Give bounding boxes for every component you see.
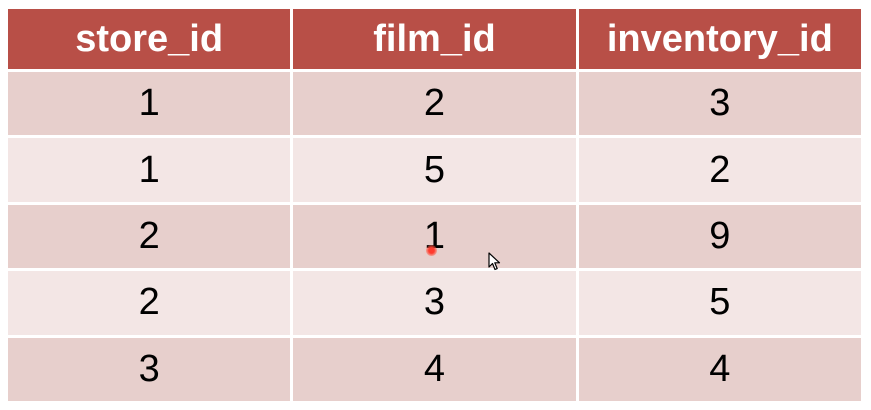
table-cell-inventory-id: 9	[578, 204, 861, 269]
table-cell-film-id: 3	[293, 271, 576, 335]
table-cell-store-id: 1	[8, 72, 291, 136]
table-header-row: store_id film_id inventory_id	[8, 9, 861, 69]
data-table: store_id film_id inventory_id 1 2 3 1 5 …	[5, 6, 864, 404]
column-header-inventory-id: inventory_id	[578, 9, 861, 69]
table-cell-film-id: 2	[293, 72, 576, 136]
table-row: 2 1 9	[8, 204, 861, 269]
table-cell-film-id: 5	[293, 138, 576, 202]
table-row: 1 2 3	[8, 72, 861, 136]
table-row: 3 4 4	[8, 337, 861, 401]
table-cell-inventory-id: 5	[578, 271, 861, 335]
table-cell-store-id: 3	[8, 337, 291, 401]
table-row: 1 5 2	[8, 138, 861, 202]
table-cell-inventory-id: 3	[578, 72, 861, 136]
column-header-store-id: store_id	[8, 9, 291, 69]
table-cell-inventory-id: 4	[578, 337, 861, 401]
column-header-film-id: film_id	[293, 9, 576, 69]
arrow-cursor-icon	[488, 252, 501, 271]
table-cell-store-id: 1	[8, 138, 291, 202]
table-cell-store-id: 2	[8, 204, 291, 269]
table-cell-inventory-id: 2	[578, 138, 861, 202]
laser-pointer-dot	[426, 245, 437, 256]
table-cell-film-id: 4	[293, 337, 576, 401]
table-row: 2 3 5	[8, 271, 861, 335]
table-cell-film-id: 1	[293, 204, 576, 269]
table-cell-store-id: 2	[8, 271, 291, 335]
